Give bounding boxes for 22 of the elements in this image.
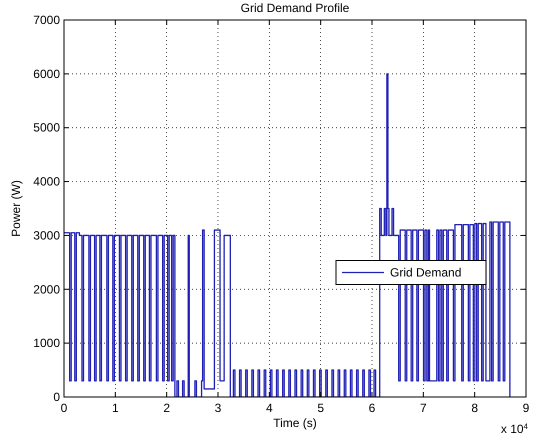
x-tick-label: 7 xyxy=(420,401,427,415)
x-tick-label: 3 xyxy=(214,401,222,415)
y-tick-label: 7000 xyxy=(33,13,60,27)
y-axis-title: Power (W) xyxy=(9,180,23,237)
y-tick-label: 1000 xyxy=(33,336,60,350)
y-tick-label: 5000 xyxy=(33,120,60,135)
y-tick-label: 6000 xyxy=(33,66,60,81)
x-tick-label: 1 xyxy=(112,401,119,415)
x-tick-label: 5 xyxy=(317,401,324,415)
text: x 10$^{4}$ xyxy=(500,422,529,436)
x-tick-label: 8 xyxy=(471,401,478,415)
x-axis-title: Time (s) xyxy=(273,416,317,430)
y-tick-label: 2000 xyxy=(33,282,60,296)
x-tick-label: 4 xyxy=(266,401,273,415)
x-tick-label: 2 xyxy=(163,401,170,415)
y-tick-label: 0 xyxy=(53,390,60,404)
chart-title: Grid Demand Profile xyxy=(240,1,350,15)
y-tick-label: 4000 xyxy=(33,174,60,189)
x-tick-label: 6 xyxy=(368,401,376,415)
legend-label: Grid Demand xyxy=(390,266,462,280)
x-tick-label: 9 xyxy=(522,401,530,415)
y-tick-label: 3000 xyxy=(33,228,60,242)
